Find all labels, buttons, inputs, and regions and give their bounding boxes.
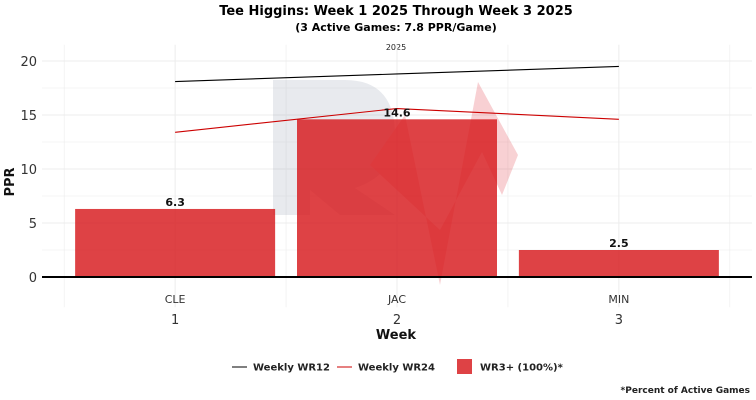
y-tick-label: 0	[29, 271, 37, 286]
x-tick-label: 1	[171, 313, 179, 328]
wr24-line	[175, 107, 619, 133]
footnote: *Percent of Active Games	[621, 386, 750, 396]
x-tick-label: 3	[615, 313, 623, 328]
bar	[75, 208, 276, 277]
bar	[518, 250, 719, 277]
chart-subtitle: (3 Active Games: 7.8 PPR/Game)	[295, 21, 497, 34]
y-tick-label: 10	[20, 163, 37, 178]
legend-bar-swatch	[457, 359, 472, 374]
y-tick-label: 20	[20, 55, 37, 70]
axes: 0 5 10 15 20 1 CLE 2 JAC 3 MIN	[20, 55, 629, 328]
bar-value-label: 2.5	[609, 237, 629, 250]
legend-bar-label: WR3+ (100%)*	[480, 363, 564, 374]
x-tick-label: 2	[393, 313, 401, 328]
category-label: CLE	[165, 293, 186, 306]
data-labels: 6.3 14.6 2.5	[165, 106, 628, 250]
x-axis-title: Week	[376, 328, 417, 343]
bar-value-label: 14.6	[383, 106, 410, 119]
bar	[297, 119, 497, 277]
category-label: MIN	[608, 293, 629, 306]
legend-wr12-label: Weekly WR12	[253, 363, 330, 374]
bar-value-label: 6.3	[165, 196, 185, 209]
bars	[42, 119, 752, 278]
facet-label: 2025	[386, 43, 406, 52]
y-tick-label: 5	[29, 217, 37, 232]
category-label: JAC	[387, 293, 406, 306]
y-axis-title: PPR	[3, 167, 18, 196]
legend: Weekly WR12 Weekly WR24 WR3+ (100%)*	[232, 359, 564, 374]
wr12-line	[175, 65, 619, 83]
reference-lines	[175, 65, 619, 133]
legend-wr24-label: Weekly WR24	[358, 363, 435, 374]
y-tick-label: 15	[20, 109, 37, 124]
chart-title: Tee Higgins: Week 1 2025 Through Week 3 …	[219, 4, 573, 19]
